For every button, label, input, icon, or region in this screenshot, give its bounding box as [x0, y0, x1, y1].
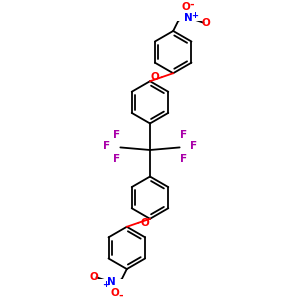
Text: N: N: [184, 13, 193, 22]
Text: -: -: [190, 0, 194, 10]
Text: F: F: [180, 130, 187, 140]
Text: O: O: [202, 18, 211, 28]
Text: F: F: [113, 130, 120, 140]
Text: N: N: [107, 278, 116, 287]
Text: O: O: [110, 288, 119, 298]
Text: -: -: [118, 290, 123, 300]
Text: O: O: [181, 2, 190, 12]
Text: F: F: [180, 154, 187, 164]
Text: +: +: [102, 280, 109, 289]
Text: F: F: [113, 154, 120, 164]
Text: +: +: [191, 11, 198, 20]
Text: O: O: [151, 72, 160, 82]
Text: O: O: [140, 218, 149, 228]
Text: F: F: [190, 141, 197, 151]
Text: O: O: [89, 272, 98, 282]
Text: F: F: [103, 141, 110, 151]
